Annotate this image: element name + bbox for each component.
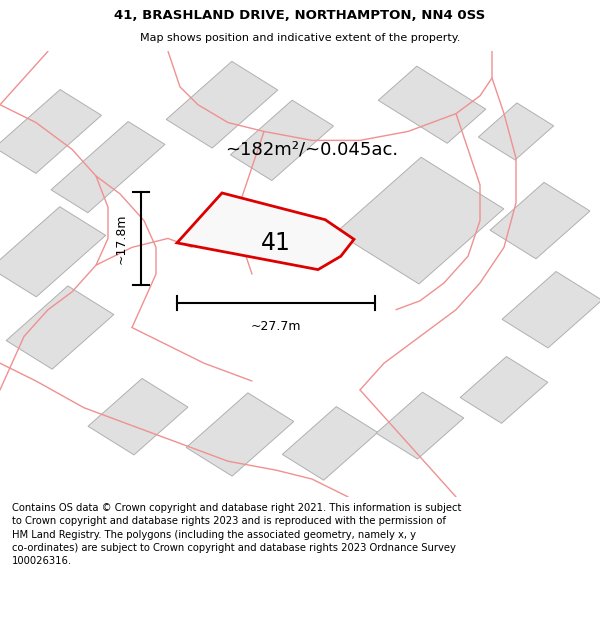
Polygon shape: [478, 103, 554, 160]
Polygon shape: [88, 379, 188, 455]
Polygon shape: [0, 89, 101, 173]
Polygon shape: [166, 61, 278, 148]
Polygon shape: [6, 286, 114, 369]
Polygon shape: [230, 100, 334, 181]
Polygon shape: [336, 158, 504, 284]
Polygon shape: [502, 271, 600, 348]
Polygon shape: [186, 393, 294, 476]
Polygon shape: [460, 356, 548, 423]
Text: 41: 41: [261, 231, 291, 255]
Polygon shape: [283, 407, 377, 480]
Polygon shape: [376, 392, 464, 459]
Text: 41, BRASHLAND DRIVE, NORTHAMPTON, NN4 0SS: 41, BRASHLAND DRIVE, NORTHAMPTON, NN4 0S…: [115, 9, 485, 22]
Polygon shape: [490, 182, 590, 259]
Polygon shape: [0, 207, 106, 297]
Polygon shape: [378, 66, 486, 143]
Polygon shape: [51, 121, 165, 212]
Text: ~27.7m: ~27.7m: [251, 320, 301, 333]
Text: ~182m²/~0.045ac.: ~182m²/~0.045ac.: [226, 140, 398, 158]
Text: ~17.8m: ~17.8m: [115, 213, 128, 264]
Text: Contains OS data © Crown copyright and database right 2021. This information is : Contains OS data © Crown copyright and d…: [12, 503, 461, 566]
Polygon shape: [177, 193, 354, 269]
Text: Map shows position and indicative extent of the property.: Map shows position and indicative extent…: [140, 33, 460, 44]
